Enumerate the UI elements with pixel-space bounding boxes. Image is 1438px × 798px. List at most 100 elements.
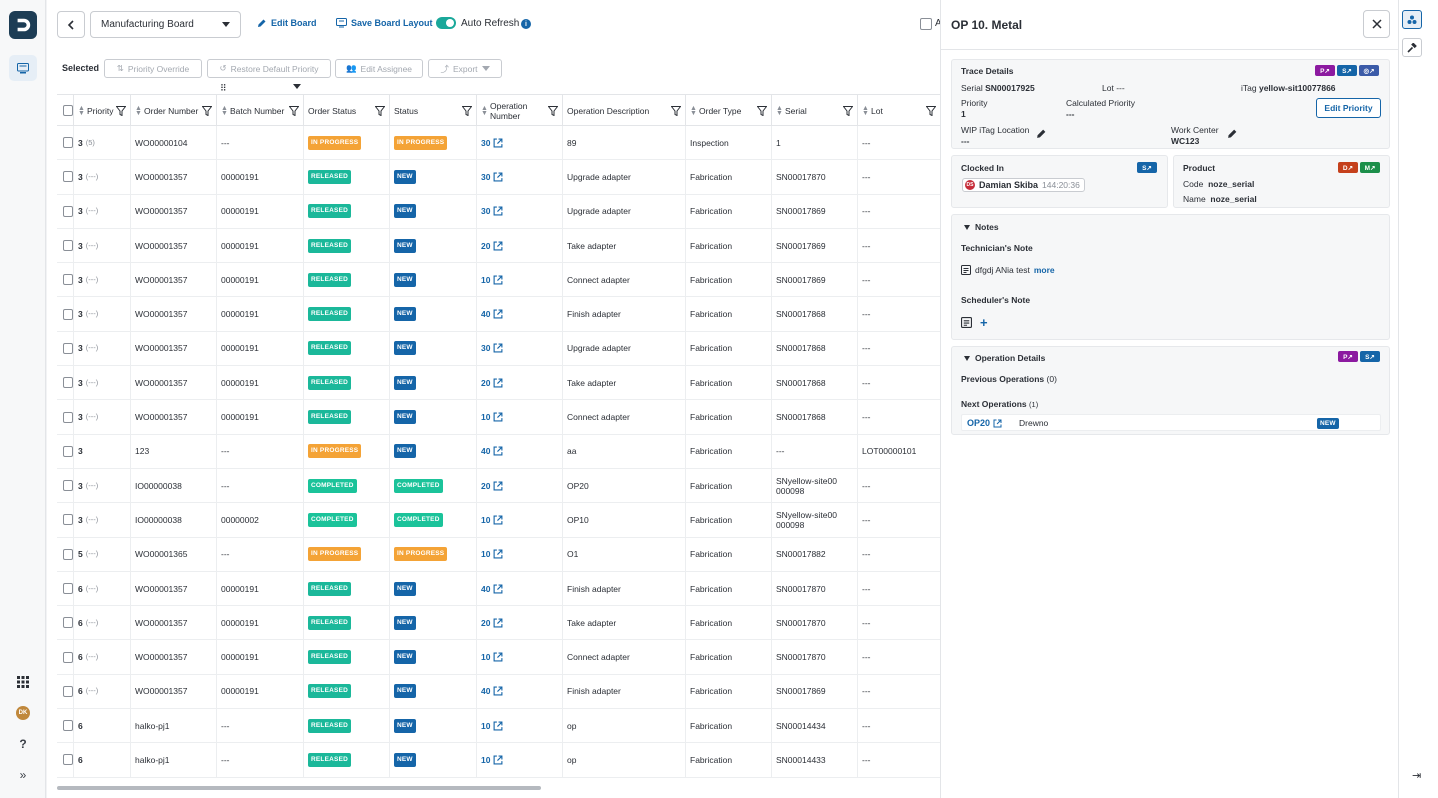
filter-icon[interactable] [202, 105, 212, 116]
table-row[interactable]: 3 123 --- IN PROGRESS NEW 40 aa Fabrication --- L… [57, 434, 940, 469]
operation-link[interactable]: 10 [481, 549, 503, 559]
back-button[interactable] [57, 11, 85, 38]
operation-link[interactable]: 10 [481, 412, 503, 422]
close-button[interactable] [1363, 10, 1390, 38]
add-note-button[interactable]: + [980, 315, 988, 330]
horizontal-scrollbar[interactable] [57, 786, 541, 790]
select-all-checkbox[interactable] [63, 105, 73, 116]
clocked-user-chip[interactable]: DS Damian Skiba 144:20:36 [962, 178, 1085, 192]
restore-priority-button[interactable]: ↺ Restore Default Priority [207, 59, 331, 78]
header-serial[interactable]: ▲ ▼ Serial [772, 95, 858, 126]
operation-link[interactable]: 10 [481, 652, 503, 662]
table-row[interactable]: 6 (---) WO00001357 00000191 RELEASED NEW 20 Tak… [57, 606, 940, 641]
table-row[interactable]: 3 (---) WO00001357 00000191 RELEASED NEW 30 Upg… [57, 194, 940, 229]
row-checkbox[interactable] [63, 240, 73, 252]
filter-icon[interactable] [671, 105, 681, 116]
sort-icon[interactable]: ▲ ▼ [776, 104, 783, 117]
table-row[interactable]: 6 (---) WO00001357 00000191 RELEASED NEW 40 Fin… [57, 571, 940, 607]
edit-board-button[interactable]: Edit Board [257, 18, 317, 28]
table-row[interactable]: 5 (---) WO00001365 --- IN PROGRESS IN PROGRES… [57, 537, 940, 572]
row-checkbox[interactable] [63, 583, 73, 594]
table-row[interactable]: 3 (---) WO00001357 00000191 RELEASED NEW 30 Upg… [57, 331, 940, 367]
row-checkbox[interactable] [63, 720, 73, 732]
filter-icon[interactable] [926, 105, 936, 116]
table-row[interactable]: 3 (---) WO00001357 00000191 RELEASED NEW 30 Upg… [57, 160, 940, 195]
sort-icon[interactable]: ▲ ▼ [862, 104, 869, 117]
operation-link[interactable]: 40 [481, 446, 503, 456]
header-order-status[interactable]: Order Status [304, 95, 390, 126]
auto-refresh-toggle[interactable] [436, 17, 456, 29]
expand-rail-icon[interactable]: » [19, 768, 27, 782]
app-link-icon[interactable]: D↗ [1338, 162, 1358, 173]
table-row[interactable]: 3 (---) IO00000038 00000002 COMPLETED COMPLET… [57, 503, 940, 538]
info-icon[interactable]: i [521, 19, 531, 29]
table-row[interactable]: 3 (---) IO00000038 --- COMPLETED COMPLETED 20 O… [57, 468, 940, 504]
table-row[interactable]: 6 halko-pj1 --- RELEASED NEW 10 op Fabrication S… [57, 709, 940, 744]
table-row[interactable]: 6 halko-pj1 --- RELEASED NEW 10 op Fabrication S… [57, 743, 940, 778]
table-row[interactable]: 3 (---) WO00001357 00000191 RELEASED NEW 10 Con… [57, 400, 940, 435]
row-checkbox[interactable] [63, 308, 73, 320]
export-button[interactable]: ⤴ Export [428, 59, 502, 78]
table-row[interactable]: 3 (---) WO00001357 00000191 RELEASED NEW 10 Con… [57, 263, 940, 298]
filter-icon[interactable] [289, 105, 299, 116]
edit-priority-button[interactable]: Edit Priority [1316, 98, 1381, 118]
column-drag-handle-icon[interactable]: ⠿ [220, 83, 227, 93]
header-order-number[interactable]: ▲ ▼ Order Number [131, 95, 217, 126]
operation-link[interactable]: 30 [481, 343, 503, 353]
row-checkbox[interactable] [63, 171, 73, 183]
help-icon[interactable]: ? [19, 737, 27, 751]
operation-link[interactable]: 10 [481, 755, 503, 765]
edit-work-center-pencil-icon[interactable] [1227, 128, 1238, 139]
app-link-icon[interactable]: S↗ [1337, 65, 1357, 76]
app-link-icon[interactable]: P↗ [1315, 65, 1335, 76]
operation-link[interactable]: 20 [481, 378, 503, 388]
header-order-type[interactable]: ▲ ▼ Order Type [686, 95, 772, 126]
filter-icon[interactable] [757, 105, 767, 116]
sort-icon[interactable]: ▲ ▼ [78, 104, 85, 117]
column-sort-caret-icon[interactable] [293, 84, 301, 89]
hammer-icon[interactable] [1402, 38, 1422, 57]
table-row[interactable]: 3 (5) WO00000104 --- IN PROGRESS IN PROGRESS 3… [57, 126, 940, 161]
operation-link[interactable]: 40 [481, 584, 503, 594]
sort-icon[interactable]: ▲ ▼ [135, 104, 142, 117]
row-checkbox[interactable] [63, 548, 73, 560]
row-checkbox[interactable] [63, 480, 73, 492]
edit-wip-pencil-icon[interactable] [1036, 128, 1047, 139]
sort-icon[interactable]: ▲ ▼ [690, 104, 697, 117]
filter-icon[interactable] [548, 105, 558, 116]
row-checkbox[interactable] [63, 377, 73, 389]
row-checkbox[interactable] [63, 754, 73, 766]
header-operation-number[interactable]: ▲ ▼ Operation Number [477, 95, 563, 126]
nav-board-icon[interactable] [9, 55, 37, 81]
more-link[interactable]: more [1033, 265, 1055, 275]
save-layout-button[interactable]: Save Board Layout [336, 18, 433, 28]
operation-link[interactable]: 10 [481, 721, 503, 731]
row-checkbox[interactable] [63, 411, 73, 423]
sort-icon[interactable]: ▲ ▼ [221, 104, 228, 117]
apps-grid-icon[interactable] [15, 674, 31, 690]
app-link-icon[interactable]: ◎↗ [1359, 65, 1379, 76]
filter-icon[interactable] [843, 105, 853, 116]
row-checkbox[interactable] [63, 205, 73, 217]
notes-heading[interactable]: Notes [964, 222, 999, 232]
app-logo[interactable] [9, 11, 37, 39]
board-select[interactable]: Manufacturing Board [90, 11, 241, 38]
operation-link[interactable]: 40 [481, 309, 503, 319]
operation-link[interactable]: 30 [481, 172, 503, 182]
table-row[interactable]: 3 (---) WO00001357 00000191 RELEASED NEW 40 Fin… [57, 297, 940, 332]
header-operation-description[interactable]: Operation Description [563, 95, 686, 126]
row-checkbox[interactable] [63, 445, 73, 457]
sort-icon[interactable]: ▲ ▼ [481, 104, 488, 117]
operation-details-heading[interactable]: Operation Details [964, 353, 1045, 363]
top-checkbox[interactable] [920, 18, 932, 30]
dots-cluster-icon[interactable] [1402, 10, 1422, 29]
row-checkbox[interactable] [63, 514, 73, 526]
app-link-icon[interactable]: S↗ [1360, 351, 1380, 362]
row-checkbox[interactable] [63, 617, 73, 629]
operation-link[interactable]: 20 [481, 481, 503, 491]
priority-override-button[interactable]: ⇅ Priority Override [104, 59, 202, 78]
operation-link[interactable]: 40 [481, 686, 503, 696]
next-operation-row[interactable]: OP20 Drewno NEW [961, 414, 1381, 431]
user-avatar[interactable]: DK [16, 706, 30, 720]
operation-link[interactable]: 30 [481, 206, 503, 216]
